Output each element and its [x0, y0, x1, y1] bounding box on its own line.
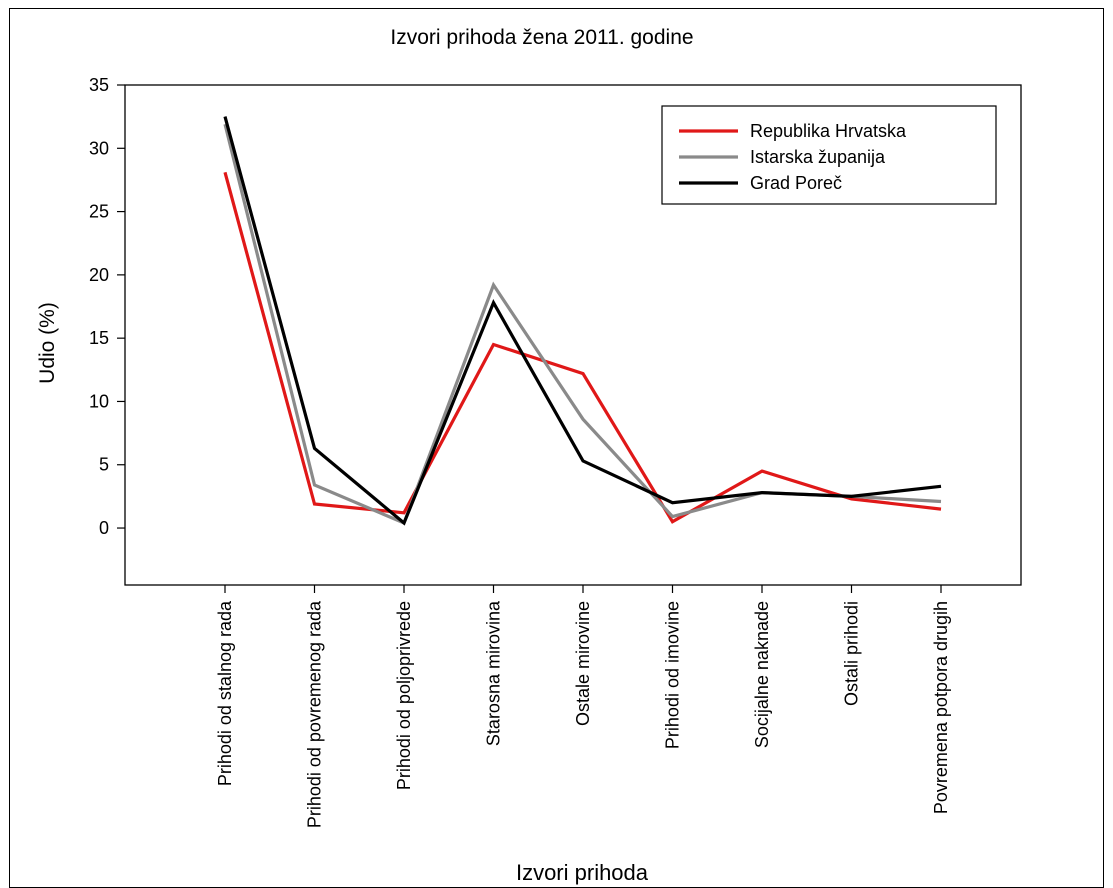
x-tick-label: Prihodi od povremenog rada [305, 600, 325, 828]
y-axis: 0 5 10 15 20 25 30 35 [89, 75, 125, 538]
y-tick-label: 35 [89, 75, 109, 95]
legend-label: Republika Hrvatska [750, 121, 907, 141]
chart-title: Izvori prihoda žena 2011. godine [390, 26, 693, 49]
plot-area [124, 84, 1022, 586]
y-tick-label: 20 [89, 265, 109, 285]
y-tick-label: 30 [89, 138, 109, 158]
y-axis-label: Udio (%) [36, 302, 59, 384]
x-tick-label: Prihodi od poljoprivrede [394, 601, 414, 790]
legend-label: Grad Poreč [750, 173, 842, 193]
legend-box [661, 105, 997, 205]
y-tick-label: 15 [89, 328, 109, 348]
x-tick-label: Ostale mirovine [573, 601, 593, 726]
legend: Republika Hrvatska Istarska županija Grad … [661, 105, 997, 205]
series-lines [223, 116, 942, 526]
legend-label: Istarska županija [750, 147, 886, 167]
x-tick-label: Prihodi od stalnog rada [215, 600, 235, 786]
series-line-1 [223, 171, 942, 524]
x-tick-label: Ostali prihodi [842, 601, 862, 706]
x-tick-label: Starosna mirovina [484, 600, 504, 746]
x-axis-label: Izvori prihoda [516, 860, 649, 885]
x-tick-label: Povremena potpora drugih [931, 601, 951, 814]
x-tick-label: Socijalne naknade [752, 601, 772, 748]
x-tick-label: Prihodi od imovine [663, 601, 683, 749]
y-tick-label: 0 [99, 518, 109, 538]
x-axis: Prihodi od stalnog rada Prihodi od povrem… [215, 585, 951, 828]
y-tick-label: 10 [89, 391, 109, 411]
y-tick-label: 5 [99, 455, 109, 475]
y-tick-label: 25 [89, 202, 109, 222]
